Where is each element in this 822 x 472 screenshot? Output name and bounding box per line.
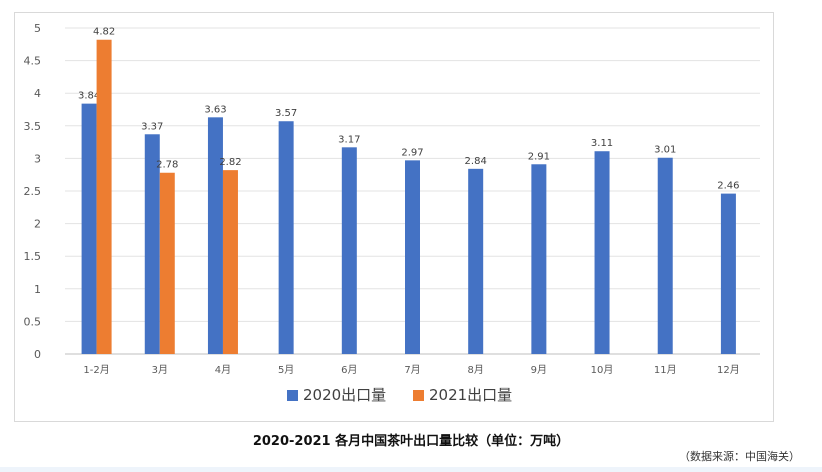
bottom-strip — [0, 467, 822, 472]
y-tick-label: 1.5 — [24, 250, 42, 263]
legend-swatch — [413, 390, 424, 401]
data-label: 3.57 — [275, 108, 297, 119]
x-tick-label: 6月 — [341, 364, 357, 376]
x-tick-label: 3月 — [152, 364, 168, 376]
y-tick-label: 3.5 — [24, 120, 42, 133]
data-label: 3.63 — [204, 104, 226, 115]
y-tick-label: 3 — [34, 152, 41, 165]
bar-2020 — [278, 121, 294, 355]
y-tick-label: 5 — [34, 22, 41, 35]
bar-2020 — [81, 103, 97, 354]
data-label: 2.97 — [401, 147, 423, 158]
data-label: 4.82 — [93, 27, 115, 38]
bar-2021 — [222, 170, 238, 354]
data-label: 2.46 — [717, 181, 739, 192]
bar-2021 — [96, 39, 112, 355]
legend-label: 2021出口量 — [429, 386, 512, 404]
bar-2020 — [720, 193, 736, 354]
data-label: 3.01 — [654, 145, 676, 156]
y-tick-label: 0.5 — [24, 315, 42, 328]
x-tick-label: 12月 — [717, 364, 740, 376]
y-tick-label: 4 — [34, 87, 41, 100]
y-tick-label: 2.5 — [24, 185, 42, 198]
x-tick-label: 5月 — [278, 364, 294, 376]
y-tick-label: 2 — [34, 218, 41, 231]
bar-2020 — [207, 117, 223, 354]
data-label: 3.84 — [78, 91, 100, 102]
y-tick-label: 0 — [34, 348, 41, 361]
legend-label: 2020出口量 — [303, 386, 386, 404]
bar-2020 — [468, 168, 484, 354]
bar-2020 — [405, 160, 420, 354]
x-tick-label: 7月 — [404, 364, 420, 376]
x-tick-label: 10月 — [591, 364, 614, 376]
chart-caption: 2020-2021 各月中国茶叶出口量比较（单位：万吨） — [252, 434, 570, 449]
bar-2020 — [594, 151, 610, 354]
bar-chart: 0 0.5 1 1.5 2 2.5 3 3.5 4 4.5 5 3.84 4.82 1-2月 3.37 2.7… — [24, 22, 760, 404]
y-tick-label: 4.5 — [24, 55, 42, 68]
x-tick-label: 1-2月 — [83, 364, 109, 376]
data-label: 2.84 — [465, 156, 487, 167]
legend-swatch — [287, 390, 298, 401]
data-label: 3.17 — [338, 134, 360, 145]
y-tick-label: 1 — [34, 283, 41, 296]
x-tick-label: 11月 — [654, 364, 677, 376]
bar-2020 — [531, 164, 547, 354]
x-tick-label: 4月 — [215, 364, 231, 376]
data-label: 3.37 — [141, 121, 163, 132]
chart-frame: 0 0.5 1 1.5 2 2.5 3 3.5 4 4.5 5 3.84 4.82 1-2月 3.37 2.7… — [14, 12, 774, 422]
data-label: 2.91 — [528, 151, 550, 162]
data-source-note: （数据来源：中国海关） — [679, 450, 800, 463]
bar-2020 — [144, 134, 160, 354]
data-label: 3.11 — [591, 138, 613, 149]
data-label: 2.82 — [219, 157, 241, 168]
bar-2021 — [159, 172, 175, 354]
x-tick-label: 9月 — [531, 364, 547, 376]
x-tick-label: 8月 — [467, 364, 483, 376]
bar-2020 — [657, 157, 673, 354]
data-label: 2.78 — [156, 160, 178, 171]
bar-2020 — [341, 147, 357, 354]
